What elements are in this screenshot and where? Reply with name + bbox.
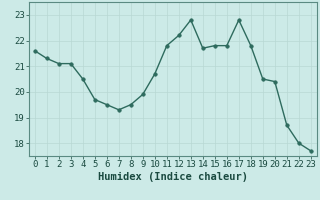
X-axis label: Humidex (Indice chaleur): Humidex (Indice chaleur) (98, 172, 248, 182)
